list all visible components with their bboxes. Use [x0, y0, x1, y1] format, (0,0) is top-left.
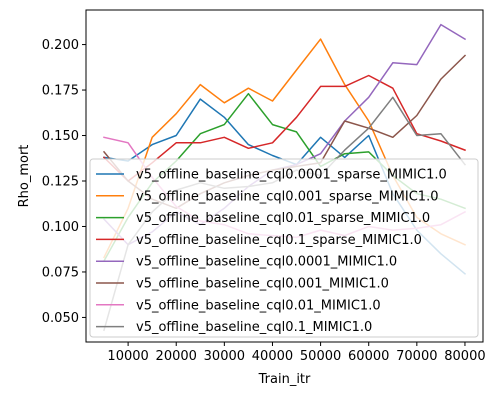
- x-axis-ticks: 10000 20000 30000 40000 50000 60000 70000 80000: [107, 342, 486, 364]
- legend-label: v5_offline_baseline_cql0.001_MIMIC1.0: [136, 277, 389, 292]
- legend-box: [89, 158, 479, 338]
- y-axis-label: Rho_mort: [17, 145, 32, 208]
- x-tick-label: 10000: [107, 349, 148, 364]
- legend-label: v5_offline_baseline_cql0.01_MIMIC1.0: [136, 298, 381, 313]
- x-tick-label: 80000: [444, 349, 485, 364]
- y-tick-label: 0.075: [42, 265, 79, 280]
- series-line-4: [102, 74, 466, 182]
- legend-label: v5_offline_baseline_cql0.0001_MIMIC1.0: [136, 255, 397, 270]
- x-axis-label: Train_itr: [258, 372, 311, 387]
- y-tick-label: 0.200: [42, 38, 79, 53]
- x-tick-label: 20000: [156, 349, 197, 364]
- x-tick-label: 60000: [348, 349, 389, 364]
- legend-label: v5_offline_baseline_cql0.1_sparse_MIMIC1…: [136, 233, 422, 248]
- x-tick-label: 50000: [300, 349, 341, 364]
- legend-label: v5_offline_baseline_cql0.1_MIMIC1.0: [136, 320, 372, 335]
- y-tick-label: 0.100: [42, 220, 79, 235]
- y-tick-label: 0.125: [42, 175, 79, 190]
- legend-label: v5_offline_baseline_cql0.01_sparse_MIMIC…: [136, 211, 430, 226]
- x-tick-label: 40000: [252, 349, 293, 364]
- y-axis-ticks: 0.050 0.075 0.100 0.125 0.150 0.175 0.200: [42, 38, 86, 326]
- legend-label: v5_offline_baseline_cql0.0001_sparse_MIM…: [136, 168, 447, 183]
- plot-frame: [85, 9, 484, 343]
- x-tick-label: 70000: [396, 349, 437, 364]
- legend-label: v5_offline_baseline_cql0.001_sparse_MIMI…: [136, 189, 438, 204]
- legend: v5_offline_baseline_cql0.0001_sparse_MIM…: [89, 158, 479, 338]
- y-tick-label: 0.050: [42, 311, 79, 326]
- x-tick-label: 30000: [204, 349, 245, 364]
- y-tick-label: 0.150: [42, 129, 79, 144]
- y-tick-label: 0.175: [42, 84, 79, 99]
